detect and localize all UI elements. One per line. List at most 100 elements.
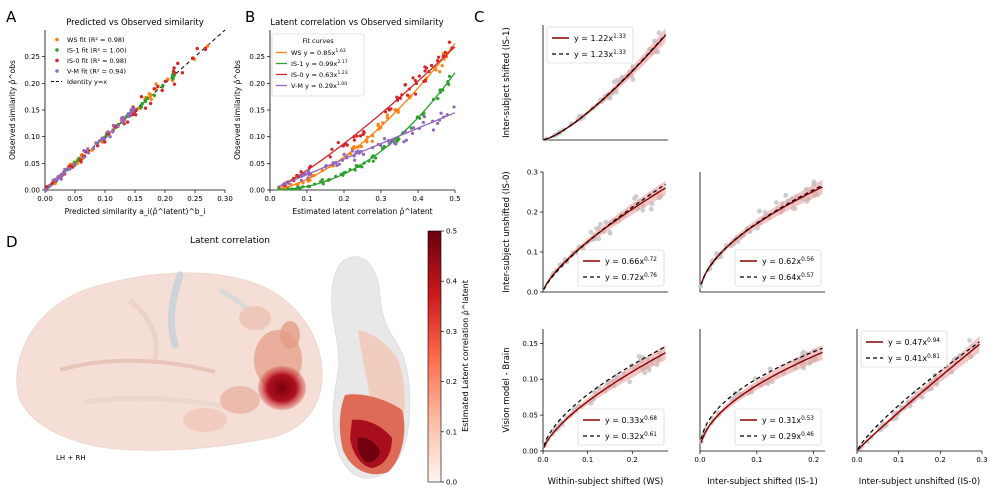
legend-fit-label: y = 0.33x0.68 xyxy=(605,416,657,425)
scatter-point xyxy=(611,79,617,85)
scatter-point-is-0 xyxy=(437,55,441,59)
ols-curve xyxy=(543,346,666,447)
panel-c-y-tick-label: 0.15 xyxy=(522,340,538,348)
panel-b-chart: Latent correlation vs Observed similarit… xyxy=(233,18,461,216)
scatter-point-v-m xyxy=(335,163,339,167)
scatter-point-is-0 xyxy=(417,74,421,78)
scatter-point-is-0 xyxy=(125,120,130,124)
scatter-point xyxy=(773,200,779,205)
panel-c-cell: y = 0.62x0.56 y = 0.64x0.57 xyxy=(698,172,825,293)
fit-curve xyxy=(700,351,823,443)
panel-c-y-tick-label: 0.0 xyxy=(527,289,538,297)
scatter-point-is-0 xyxy=(163,79,167,83)
scatter-point-ws xyxy=(370,139,374,143)
scatter-point-v-m xyxy=(94,141,99,146)
panel-d-title: Latent correlation xyxy=(190,236,270,246)
legend-fit-label: y = 0.47x0.94 xyxy=(888,338,940,347)
scatter-point-v-m xyxy=(404,138,408,142)
scatter-point-is-1 xyxy=(72,160,77,164)
panel-a-x-tick-label: 0.30 xyxy=(217,195,233,203)
legend-marker xyxy=(55,69,59,73)
confidence-band xyxy=(543,345,666,448)
colorbar xyxy=(427,230,442,483)
panel-b-y-tick-label: 0.15 xyxy=(249,107,265,115)
legend-label: IS-0 fit (R² = 0.98) xyxy=(67,57,127,65)
scatter-point-is-1 xyxy=(360,165,364,169)
scatter-point xyxy=(588,229,594,235)
legend-ols-label: y = 0.29x0.46 xyxy=(762,432,814,441)
scatter-point-is-1 xyxy=(145,96,150,101)
panel-b-legend: Fit curves WS y = 0.85x1.63 IS-1 y = 0.99x… xyxy=(271,33,365,97)
scatter-point-is-0 xyxy=(203,46,208,50)
scatter-point-v-m xyxy=(452,105,456,109)
legend-label: IS-0 y = 0.63x1.23 xyxy=(291,70,348,79)
panel-letter-b: B xyxy=(245,8,255,26)
panel-a-y-tick-label: 0.00 xyxy=(24,187,40,195)
panel-a-title: Predicted vs Observed similarity xyxy=(66,18,204,28)
panel-a-y-tick-label: 0.15 xyxy=(24,107,40,115)
panel-c-x-tick-label: 0.1 xyxy=(751,456,762,464)
scatter-point-ws xyxy=(365,140,369,144)
legend-fit-label: y = 1.22x1.33 xyxy=(574,34,626,43)
scatter-point-is-0 xyxy=(139,94,144,99)
scatter-point-is-0 xyxy=(103,140,107,144)
panel-c-x-tick-label: 0.3 xyxy=(976,456,987,464)
panel-d-brain: Latent correlation LH + RH 0.0 0.1 xyxy=(16,228,470,487)
scatter-point xyxy=(698,283,704,289)
scatter-point-v-m xyxy=(361,152,366,156)
legend-label: IS-1 y = 0.99x2.17 xyxy=(291,59,348,68)
panel-letter-d: D xyxy=(6,233,18,251)
scatter-point-v-m xyxy=(403,129,407,134)
ols-curve xyxy=(700,184,823,285)
scatter-point-is-0 xyxy=(195,46,199,51)
scatter-point-is-0 xyxy=(423,69,427,73)
scatter-point-v-m xyxy=(82,155,86,159)
panel-a-x-tick-label: 0.20 xyxy=(157,195,173,203)
scatter-point-v-m xyxy=(126,112,130,116)
scatter-point-is-0 xyxy=(423,65,427,69)
scatter-point-is-1 xyxy=(371,159,375,163)
legend-label: V-M fit (R² = 0.94) xyxy=(67,68,126,76)
scatter-point-v-m xyxy=(422,115,427,119)
scatter-point xyxy=(783,192,789,198)
scatter-point-is-1 xyxy=(171,76,175,81)
legend-marker xyxy=(55,37,59,42)
scatter-point-v-m xyxy=(59,177,63,181)
panel-b-y-tick-label: 0.05 xyxy=(249,160,265,168)
scatter-point-ws xyxy=(385,113,389,117)
scatter-point-v-m xyxy=(132,106,136,111)
scatter-point-is-0 xyxy=(78,158,83,162)
scatter-point-v-m xyxy=(421,120,425,124)
scatter-point-is-0 xyxy=(172,82,177,86)
scatter-point-is-1 xyxy=(321,182,325,186)
scatter-point-is-1 xyxy=(397,137,401,141)
panel-b-y-tick-label: 0.20 xyxy=(249,80,265,88)
scatter-point xyxy=(594,226,599,232)
scatter-point-v-m xyxy=(108,135,112,139)
scatter-point-ws xyxy=(440,64,444,68)
scatter-point-v-m xyxy=(120,116,124,120)
legend-ols-label: y = 0.41x0.81 xyxy=(888,354,940,363)
scatter-point-v-m xyxy=(62,171,66,175)
panel-c-x-tick-label: 0.1 xyxy=(893,456,904,464)
panel-b-y-tick-label: 0.10 xyxy=(249,133,265,141)
scatter-point-is-1 xyxy=(447,82,451,87)
panel-a-y-tick-label: 0.20 xyxy=(24,80,40,88)
legend-marker xyxy=(55,48,59,52)
scatter-point-is-0 xyxy=(45,185,49,189)
scatter-point xyxy=(636,353,642,359)
scatter-point-v-m xyxy=(91,146,96,150)
scatter-point xyxy=(656,30,662,36)
panel-c-cell: 0.0 0.1 0.2 0.3 y = 0.66x0.72 y = 0.72x0.76 xyxy=(527,169,668,297)
panel-c-y-tick-label: 0.05 xyxy=(522,412,538,420)
panel-c-x-tick-label: 0.1 xyxy=(582,456,593,464)
ols-curve xyxy=(543,183,666,290)
panel-c-x-tick-label: 0.0 xyxy=(537,456,548,464)
panel-b-ylabel: Observed similarity ρ̂^obs xyxy=(233,60,242,160)
scatter-point-v-m xyxy=(116,124,120,129)
panel-c-cell: y = 1.22x1.33 y = 1.23x1.33 xyxy=(542,25,668,142)
scatter-point-ws xyxy=(148,95,152,99)
panel-c-x-tick-label: 0.0 xyxy=(851,456,862,464)
scatter-point xyxy=(633,194,639,199)
